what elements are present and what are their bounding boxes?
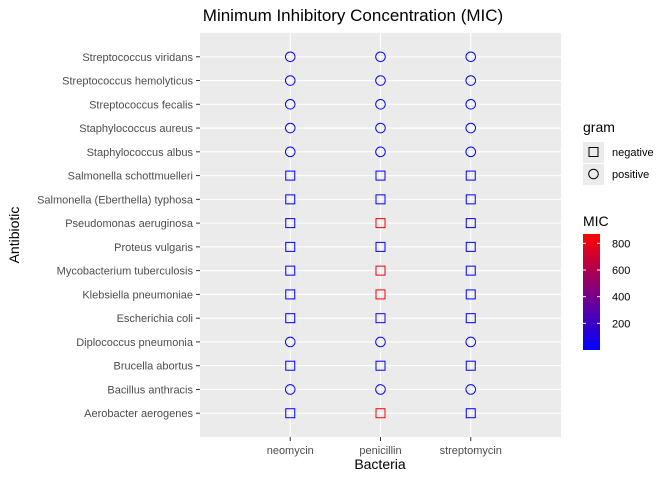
x-tick-label: penicillin [359, 445, 401, 457]
point-circle [284, 51, 296, 63]
y-axis-ticks: Aerobacter aerogenes Bacillus anthracis Br… [37, 52, 200, 420]
gram-legend-item: positive [583, 164, 649, 185]
colorbar-tick-label: 800 [612, 238, 630, 250]
point-circle [465, 146, 477, 158]
colorbar-tick-label: 200 [612, 318, 630, 330]
point-square [465, 313, 476, 324]
point-circle [465, 336, 477, 348]
point-square [285, 194, 296, 205]
mic-colorbar [583, 234, 600, 350]
point-square [465, 408, 476, 419]
point-square [285, 313, 296, 324]
point-circle [284, 98, 296, 110]
point-square [285, 265, 296, 276]
point-circle [375, 146, 386, 158]
point-square [375, 265, 386, 276]
mic-legend-title: MIC [583, 213, 609, 229]
y-tick-label: Diplococcus pneumonia [76, 337, 194, 349]
point-square [285, 289, 296, 300]
point-square [285, 360, 296, 371]
point-circle [284, 336, 296, 348]
point-square [465, 218, 476, 229]
point-circle [465, 51, 477, 63]
gram-legend-item: negative [583, 142, 654, 163]
point-square [375, 241, 386, 252]
point-circle [375, 51, 386, 63]
point-circle [284, 146, 296, 158]
y-tick-label: Salmonella (Eberthella) typhosa [37, 194, 194, 206]
y-tick-label: Streptococcus hemolyticus [62, 76, 193, 88]
gram-legend-label: negative [612, 147, 654, 159]
y-tick-label: Pseudomonas aeruginosa [65, 218, 194, 230]
x-tick-label: neomycin [267, 445, 314, 457]
point-square [465, 194, 476, 205]
point-square [285, 241, 296, 252]
y-tick-label: Staphylococcus aureus [79, 123, 193, 135]
circle-icon [588, 168, 599, 180]
colorbar-tick-label: 400 [612, 292, 630, 304]
point-square [375, 170, 386, 181]
point-square [285, 170, 296, 181]
point-square [375, 408, 386, 419]
point-circle [375, 336, 386, 348]
point-square [285, 218, 296, 229]
point-square [465, 360, 476, 371]
y-tick-label: Mycobacterium tuberculosis [57, 266, 194, 278]
y-tick-label: Streptococcus fecalis [89, 99, 193, 111]
y-tick-label: Proteus vulgaris [114, 242, 193, 254]
point-circle [375, 384, 386, 395]
gram-legend-title: gram [583, 119, 615, 135]
y-tick-label: Brucella abortus [114, 361, 194, 373]
x-axis-title: Bacteria [354, 456, 406, 472]
chart-title: Minimum Inhibitory Concentration (MIC) [203, 6, 503, 25]
point-circle [465, 75, 477, 86]
point-circle [465, 98, 477, 110]
gram-legend: gram negative positive [583, 119, 654, 185]
y-tick-label: Escherichia coli [117, 313, 193, 325]
mic-legend: MIC 200 400 600 800 [583, 213, 630, 350]
point-square [465, 289, 476, 300]
point-circle [465, 122, 477, 134]
y-tick-label: Bacillus anthracis [107, 384, 193, 396]
y-tick-label: Aerobacter aerogenes [84, 408, 193, 420]
point-circle [284, 75, 296, 86]
point-square [375, 360, 386, 371]
point-square [465, 170, 476, 181]
point-square [465, 265, 476, 276]
gram-legend-label: positive [612, 169, 649, 181]
x-tick-label: streptomycin [440, 445, 502, 457]
point-square [375, 218, 386, 229]
gram-legend-key [583, 142, 604, 163]
data-points [284, 51, 477, 419]
y-tick-label: Salmonella schottmuelleri [68, 171, 193, 183]
point-circle [375, 75, 386, 86]
y-axis-title: Antibiotic [6, 207, 22, 264]
point-square [285, 408, 296, 419]
point-circle [375, 122, 386, 134]
point-circle [284, 122, 296, 134]
grid-lines [200, 33, 561, 437]
point-square [375, 313, 386, 324]
point-circle [284, 384, 296, 395]
y-tick-label: Streptococcus viridans [82, 52, 193, 64]
x-axis-ticks: neomycin penicillin streptomycin [267, 437, 502, 457]
point-square [375, 194, 386, 205]
point-square [465, 241, 476, 252]
y-tick-label: Klebsiella pneumoniae [82, 289, 193, 301]
colorbar-tick-label: 600 [612, 265, 630, 277]
square-icon [588, 147, 599, 157]
point-circle [375, 98, 386, 110]
gram-legend-key [583, 164, 604, 185]
y-tick-label: Staphylococcus albus [87, 147, 194, 159]
point-square [375, 289, 386, 300]
point-circle [465, 384, 477, 395]
